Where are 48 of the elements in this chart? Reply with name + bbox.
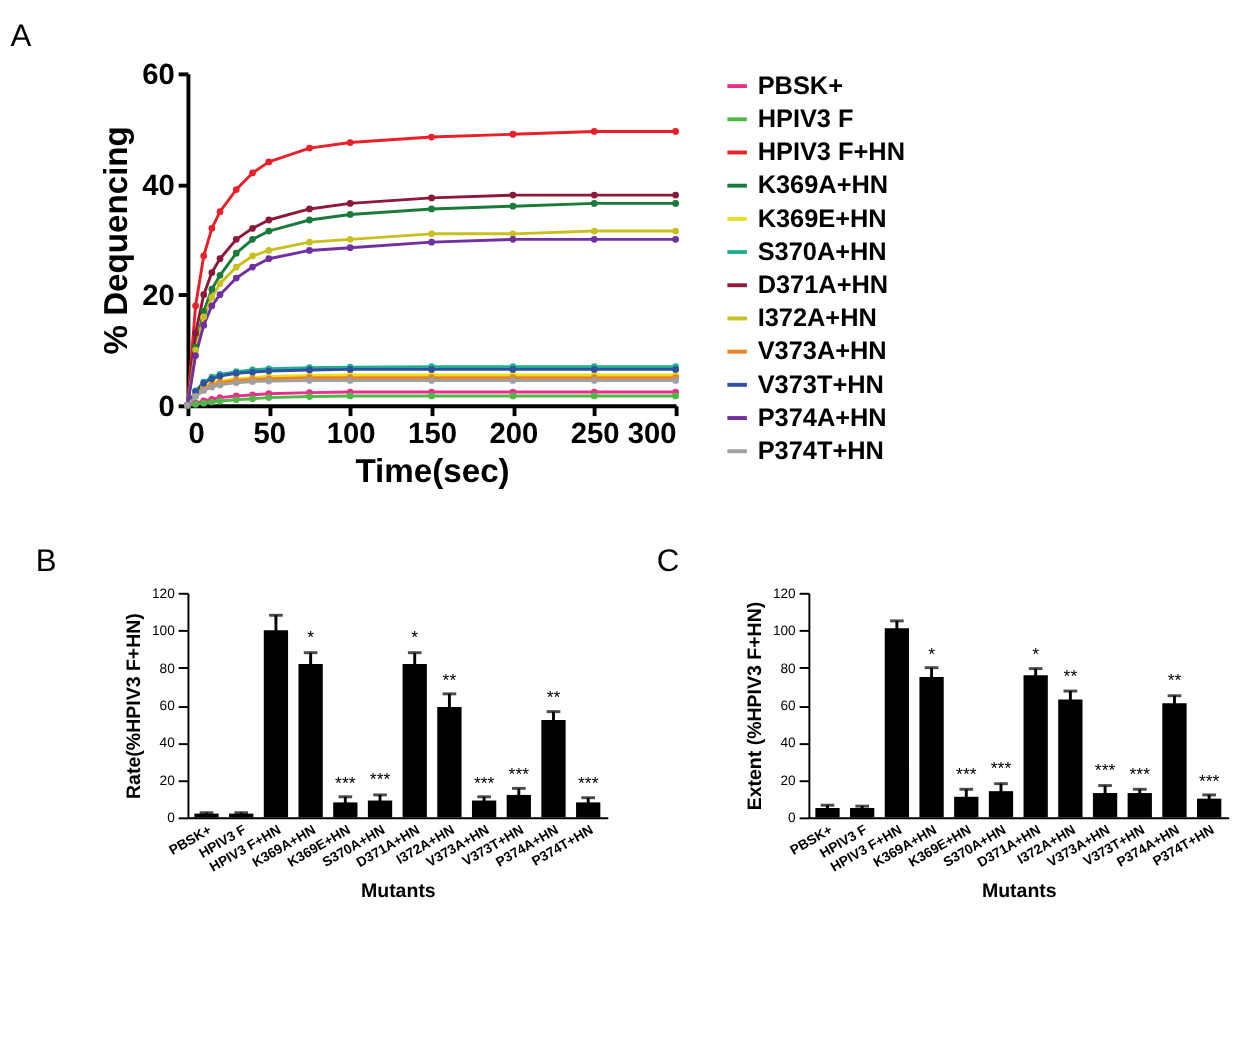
- annotation: ***: [1094, 760, 1117, 781]
- legend-label: V373T+HN: [757, 370, 884, 399]
- annotation: ***: [1198, 771, 1221, 792]
- annotation: **: [1167, 670, 1183, 691]
- y-axis-title: Extent (%HPIV3 F+HN): [745, 601, 768, 811]
- legend-label: K369E+HN: [757, 204, 887, 233]
- annotation: *: [1032, 644, 1041, 665]
- x-tick-label: 300: [627, 419, 677, 452]
- annotation: ***: [990, 758, 1013, 779]
- annotation: **: [442, 670, 458, 691]
- x-tick-label: 0: [188, 419, 205, 452]
- x-tick-label: 200: [489, 419, 539, 452]
- x-tick-label: 150: [408, 419, 457, 452]
- annotation: ***: [335, 773, 357, 794]
- annotation: ***: [1129, 763, 1152, 784]
- x-tick-label: 50: [253, 419, 287, 452]
- legend-label: V373A+HN: [757, 337, 887, 366]
- y-axis-title: Rate(%HPIV3 F+HN): [124, 613, 147, 799]
- legend-label: K369A+HN: [757, 171, 889, 200]
- legend-label: HPIV3 F: [757, 105, 855, 134]
- chart-title: B: [35, 545, 57, 580]
- annotation: ***: [508, 763, 531, 784]
- annotation: *: [307, 627, 316, 648]
- legend-label: D371A+HN: [757, 271, 889, 300]
- chart-title: C: [656, 545, 680, 580]
- annotation: ***: [473, 773, 496, 794]
- y-tick-label: 60: [142, 60, 175, 93]
- x-axis-title: Mutants: [981, 881, 1058, 904]
- annotation: *: [411, 627, 420, 648]
- x-tick-label: 250: [570, 419, 620, 452]
- annotation: ***: [369, 769, 392, 790]
- legend-label: PBSK+: [757, 71, 843, 100]
- legend-label: HPIV3 F+HN: [757, 138, 906, 167]
- annotation: ***: [956, 763, 978, 784]
- annotation: **: [1063, 666, 1079, 687]
- x-tick-label: 100: [326, 419, 376, 452]
- legend-label: S370A+HN: [757, 237, 887, 266]
- legend-label: I372A+HN: [757, 304, 877, 333]
- chart-title: A: [10, 20, 33, 55]
- y-tick-label: 40: [142, 170, 175, 203]
- annotation: **: [546, 687, 562, 708]
- annotation: ***: [577, 773, 600, 794]
- y-axis-title: % Dequencing: [96, 126, 135, 355]
- x-axis-title: Mutants: [360, 881, 437, 904]
- y-tick-label: 20: [142, 281, 175, 314]
- x-axis-title: Time(sec): [355, 452, 510, 491]
- annotation: *: [928, 644, 937, 665]
- y-tick-label: 0: [158, 392, 175, 425]
